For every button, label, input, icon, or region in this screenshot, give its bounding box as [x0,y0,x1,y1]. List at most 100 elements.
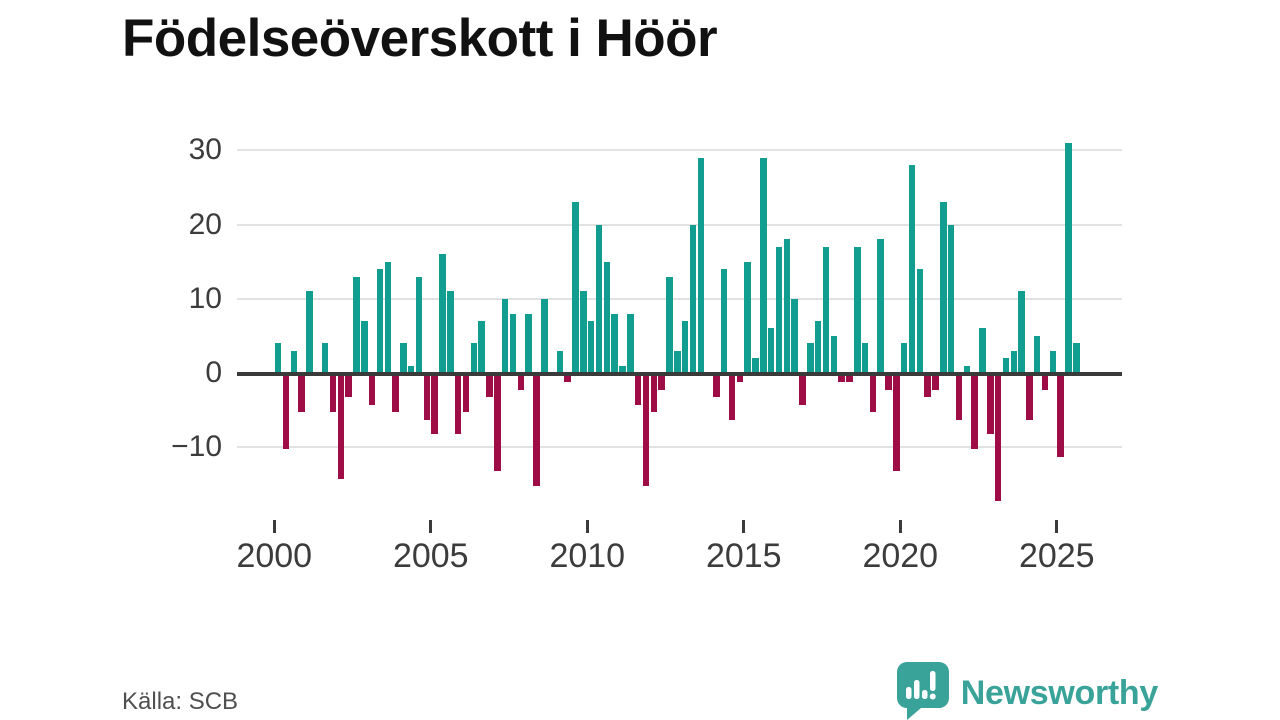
bar-2012-q2 [658,375,665,390]
bar-2020-q4 [924,375,931,398]
bar-2018-q1 [838,375,845,383]
bar-2019-q4 [893,375,900,472]
bar-2025-q2 [1065,142,1072,373]
bar-2024-q1 [1026,375,1033,420]
bar-2016-q3 [791,298,798,373]
bar-2011-q1 [619,365,626,373]
bar-2009-q2 [564,375,571,383]
bar-2013-q2 [689,224,697,373]
bar-2000-q2 [282,375,290,450]
bar-2022-q2 [971,375,978,450]
bar-2019-q3 [885,375,892,390]
bar-2004-q1 [400,343,407,373]
bar-2001-q4 [329,375,337,413]
gridline-10 [237,297,1122,300]
bar-2010-q4 [611,313,618,373]
x-tick-label-2000: 2000 [236,537,313,575]
bar-2017-q3 [822,246,830,373]
bar-2012-q1 [650,375,658,413]
bar-2010-q1 [587,321,595,373]
bar-2016-q4 [799,375,806,405]
bar-2007-q1 [494,375,501,472]
bar-2006-q1 [462,375,470,413]
bar-2016-q2 [783,239,791,373]
bar-2023-q4 [1018,291,1025,373]
bar-2011-q2 [627,313,634,373]
y-tick-label-20: 20 [188,207,222,241]
bar-2006-q4 [486,375,493,398]
bar-2008-q2 [533,375,540,487]
bar-2019-q1 [869,375,877,413]
bar-2015-q3 [760,157,767,373]
x-tick-label-2010: 2010 [549,537,626,575]
bar-2015-q2 [752,358,759,373]
bar-2013-q3 [697,157,704,373]
x-tick-2000 [272,520,276,533]
bar-2023-q1 [994,375,1002,502]
x-tick-label-2020: 2020 [862,537,939,575]
bar-2006-q3 [478,321,485,373]
bar-2009-q4 [580,291,587,373]
bar-2014-q3 [728,375,736,420]
bar-2021-q4 [955,375,963,420]
y-tick-label--10: −10 [171,430,222,464]
bar-2001-q3 [321,343,329,373]
y-tick-label-10: 10 [188,281,222,315]
bar-2021-q3 [947,224,955,373]
bar-2004-q4 [423,375,431,420]
gridline-30 [237,149,1122,152]
bar-2008-q3 [541,298,548,373]
bar-2021-q1 [932,375,939,390]
bar-2000-q4 [298,375,305,413]
bar-2003-q4 [392,375,399,413]
x-axis-zero-line [237,372,1122,376]
bar-2000-q3 [290,350,298,373]
bar-2000-q1 [274,343,282,373]
bar-2005-q3 [447,291,454,373]
bar-2003-q3 [384,261,391,373]
bar-2008-q1 [525,313,532,373]
bar-2015-q4 [767,328,775,373]
bar-2003-q2 [376,269,384,373]
bar-2015-q1 [744,261,751,373]
bar-2009-q1 [556,350,564,373]
bar-2007-q4 [517,375,525,390]
bar-2006-q2 [470,343,478,373]
bar-2004-q3 [415,276,423,373]
bar-2011-q3 [634,375,642,405]
bar-2018-q2 [846,375,853,383]
bar-2022-q4 [987,375,994,435]
bar-2004-q2 [407,365,415,373]
bar-2019-q2 [877,239,884,373]
x-tick-label-2005: 2005 [392,537,469,575]
bar-2017-q1 [807,343,814,373]
newsworthy-logo-icon [896,662,949,720]
x-tick-2025 [1055,520,1059,533]
bar-2005-q4 [454,375,462,435]
bar-2007-q3 [509,313,517,373]
x-tick-2020 [898,520,902,533]
bar-2022-q3 [979,328,986,373]
bar-2010-q2 [595,224,603,373]
bar-2024-q2 [1033,335,1041,373]
bar-2012-q4 [674,350,681,373]
bar-2024-q4 [1049,350,1057,373]
bar-2020-q2 [908,165,916,373]
bar-2017-q4 [830,335,838,373]
bar-2020-q1 [900,343,908,373]
bar-2024-q3 [1041,375,1049,390]
bar-2016-q1 [775,246,783,373]
bar-2022-q1 [963,365,971,373]
source-note: Källa: SCB [122,688,239,715]
bar-2002-q4 [361,321,368,373]
bar-2005-q1 [431,375,438,435]
x-tick-2005 [429,520,433,533]
bar-2002-q2 [345,375,352,398]
bar-2025-q3 [1073,343,1080,373]
bar-2009-q3 [572,202,579,373]
bar-2025-q1 [1057,375,1064,457]
bar-2001-q1 [306,291,313,373]
gridline-20 [237,223,1122,226]
newsworthy-logo-text: Newsworthy [960,674,1159,712]
